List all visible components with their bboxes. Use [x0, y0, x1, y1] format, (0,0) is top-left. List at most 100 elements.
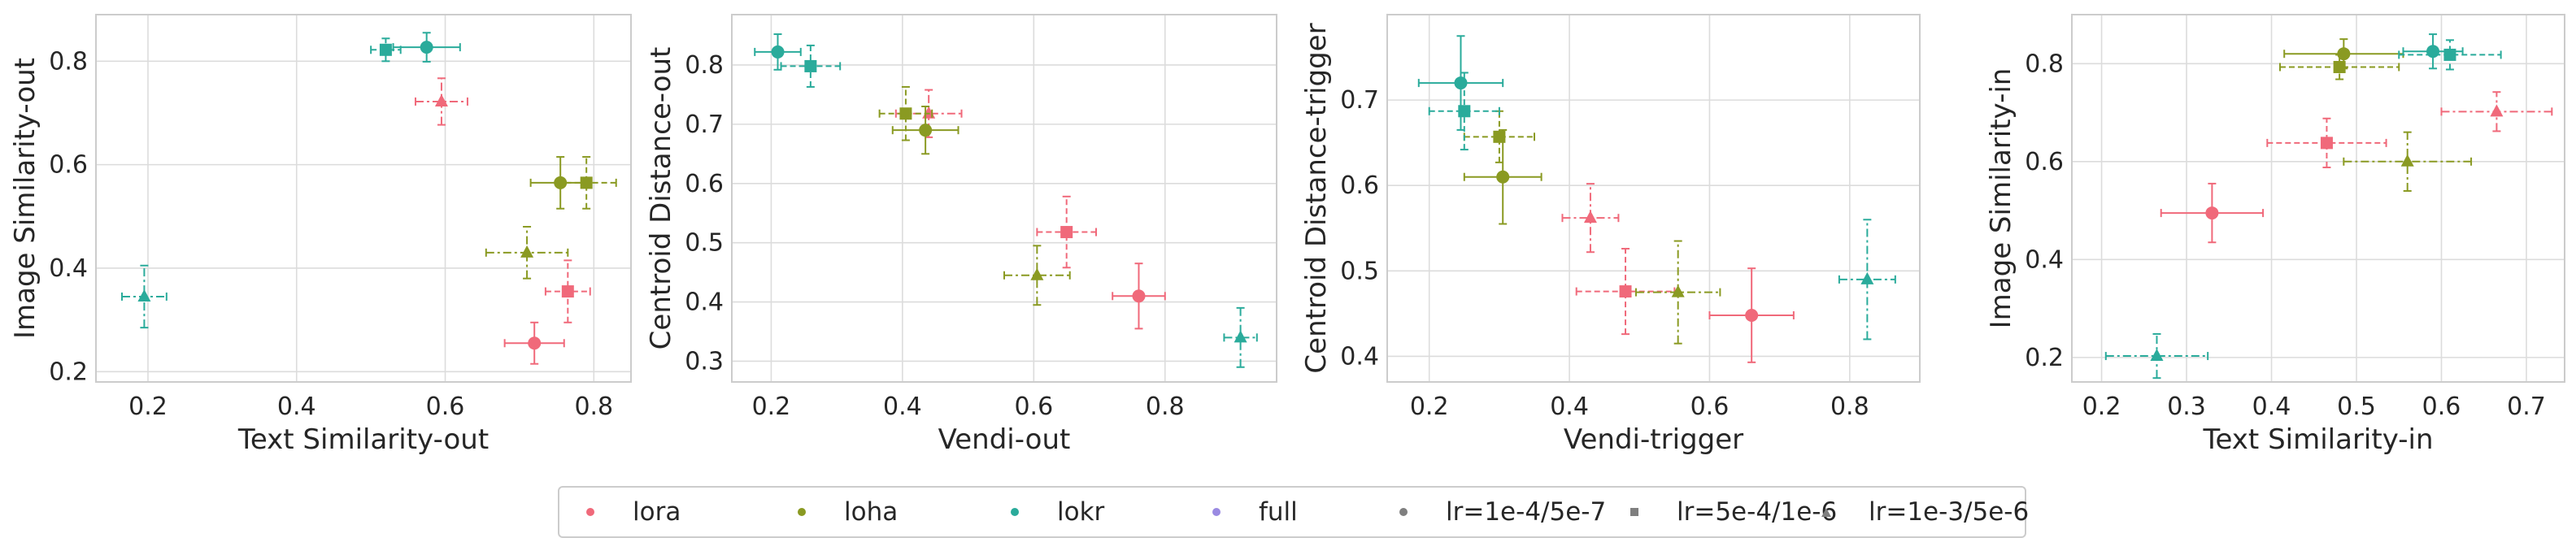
chart-panel-image-vs-text-similarity-out: 0.2 0.4 0.6 0.8 0.2 0.4 0.6 0.8 Text Similarity-… [9, 14, 632, 456]
legend-square-icon [1630, 508, 1638, 516]
marker-square [561, 285, 574, 298]
data-point-lokr [392, 32, 461, 63]
data-point-lora [1575, 248, 1676, 336]
marker-square [1458, 105, 1471, 118]
marker-dot [1745, 309, 1759, 323]
marker-square [899, 107, 912, 120]
legend-item-full: full [1207, 488, 1298, 536]
x-tick-label: 0.2 [1410, 393, 1449, 421]
marker-dot [919, 124, 933, 137]
legend-dot-icon [1399, 508, 1408, 516]
x-tick-label: 0.6 [1014, 393, 1053, 421]
marker-triangle [2490, 104, 2504, 117]
y-tick-label: 0.8 [2025, 50, 2064, 78]
x-tick-label: 0.6 [426, 393, 465, 421]
marker-triangle [1030, 267, 1044, 280]
y-tick-label: 0.6 [2025, 148, 2064, 176]
legend: lora loha lokr full lr=1e-4/5e-7 lr=5e-4… [558, 486, 2029, 538]
marker-dot [771, 45, 785, 59]
y-tick-label: 0.4 [685, 289, 724, 317]
marker-square [379, 43, 392, 56]
data-point-lora [2266, 117, 2387, 169]
chart-panel-centroid-vs-vendi-trigger: 0.2 0.4 0.6 0.8 0.4 0.5 0.6 0.7 Vendi-trigger Cen… [1300, 14, 1921, 456]
marker-dot [1454, 76, 1468, 90]
marker-triangle [520, 245, 534, 258]
marker-triangle [1860, 271, 1874, 284]
y-tick-label: 0.2 [49, 358, 88, 386]
data-point-loha [555, 156, 617, 210]
plot-area [2072, 15, 2565, 382]
marker-dot [2205, 206, 2219, 220]
x-tick-label: 0.8 [1830, 393, 1869, 421]
y-axis-label: Image Similarity-out [9, 58, 41, 339]
data-point-lora [1708, 267, 1795, 363]
data-point-lora [544, 259, 591, 323]
data-point-lokr [1838, 219, 1896, 341]
y-tick-label: 0.8 [49, 47, 88, 76]
y-tick-label: 0.5 [685, 229, 724, 258]
marker-dot [1132, 289, 1146, 303]
x-tick-label: 0.8 [1146, 393, 1185, 421]
marker-square [2320, 137, 2333, 150]
data-point-lokr [2104, 332, 2209, 380]
data-point-loha [1003, 245, 1071, 306]
data-point-lokr [1428, 72, 1500, 151]
marker-dot [420, 41, 433, 54]
data-point-loha [878, 85, 933, 141]
data-point-lora [1036, 195, 1098, 269]
y-tick-label: 0.6 [49, 151, 88, 180]
marker-square [1060, 226, 1073, 239]
data-point-lokr [780, 44, 842, 88]
x-tick-label: 0.6 [2422, 393, 2461, 421]
y-tick-label: 0.5 [1340, 257, 1379, 285]
legend-label: lr=1e-3/5e-6 [1869, 497, 2030, 527]
data-point-lokr [120, 264, 168, 329]
marker-triangle [1234, 330, 1247, 343]
x-tick-label: 0.2 [2082, 393, 2121, 421]
legend-dot-icon [798, 508, 806, 516]
marker-square [580, 176, 593, 189]
marker-square [2333, 60, 2346, 73]
marker-triangle [1583, 210, 1597, 223]
marker-square [1493, 130, 1506, 143]
y-tick-label: 0.6 [685, 170, 724, 198]
legend-label: lora [633, 497, 681, 527]
plot-frame [95, 14, 632, 383]
y-axis-label: Image Similarity-in [1985, 68, 2017, 329]
y-axis-label: Centroid Distance-trigger [1300, 23, 1333, 373]
plot-area [96, 15, 631, 382]
data-point-loha [2343, 131, 2473, 192]
x-axis-label: Text Similarity-out [237, 423, 489, 456]
x-tick-label: 0.8 [574, 393, 613, 421]
x-axis-label: Vendi-trigger [1564, 423, 1743, 456]
legend-item-loha: loha [792, 488, 898, 536]
x-tick-label: 0.3 [2167, 393, 2206, 421]
x-axis-label: Vendi-out [938, 423, 1071, 456]
legend-item-lr-1e-3: lr=1e-3/5e-6 [1817, 488, 2029, 536]
legend-item-lr-1e-4: lr=1e-4/5e-7 [1394, 488, 1606, 536]
marker-dot [2337, 47, 2351, 61]
y-tick-label: 0.2 [2025, 344, 2064, 372]
data-point-lokr [2398, 39, 2502, 71]
legend-dot-icon [586, 508, 594, 516]
y-tick-label: 0.7 [685, 111, 724, 139]
y-tick-label: 0.4 [2025, 245, 2064, 274]
legend-label: lokr [1057, 497, 1105, 527]
legend-label: lr=1e-4/5e-7 [1446, 497, 1607, 527]
legend-dot-icon [1011, 508, 1019, 516]
data-point-lora [503, 321, 565, 365]
data-point-lokr [1223, 306, 1258, 368]
plot-area [1387, 15, 1920, 382]
y-tick-label: 0.7 [1340, 86, 1379, 115]
marker-dot [1496, 170, 1510, 184]
data-point-loha [1463, 128, 1543, 225]
x-tick-label: 0.2 [752, 393, 791, 421]
y-tick-label: 0.4 [49, 254, 88, 283]
marker-square [1619, 285, 1632, 298]
x-tick-label: 0.2 [128, 393, 168, 421]
plot-area [732, 15, 1277, 382]
marker-square [804, 59, 817, 72]
data-point-loha [2278, 54, 2400, 80]
legend-label: loha [844, 497, 899, 527]
data-point-loha [1634, 240, 1721, 345]
